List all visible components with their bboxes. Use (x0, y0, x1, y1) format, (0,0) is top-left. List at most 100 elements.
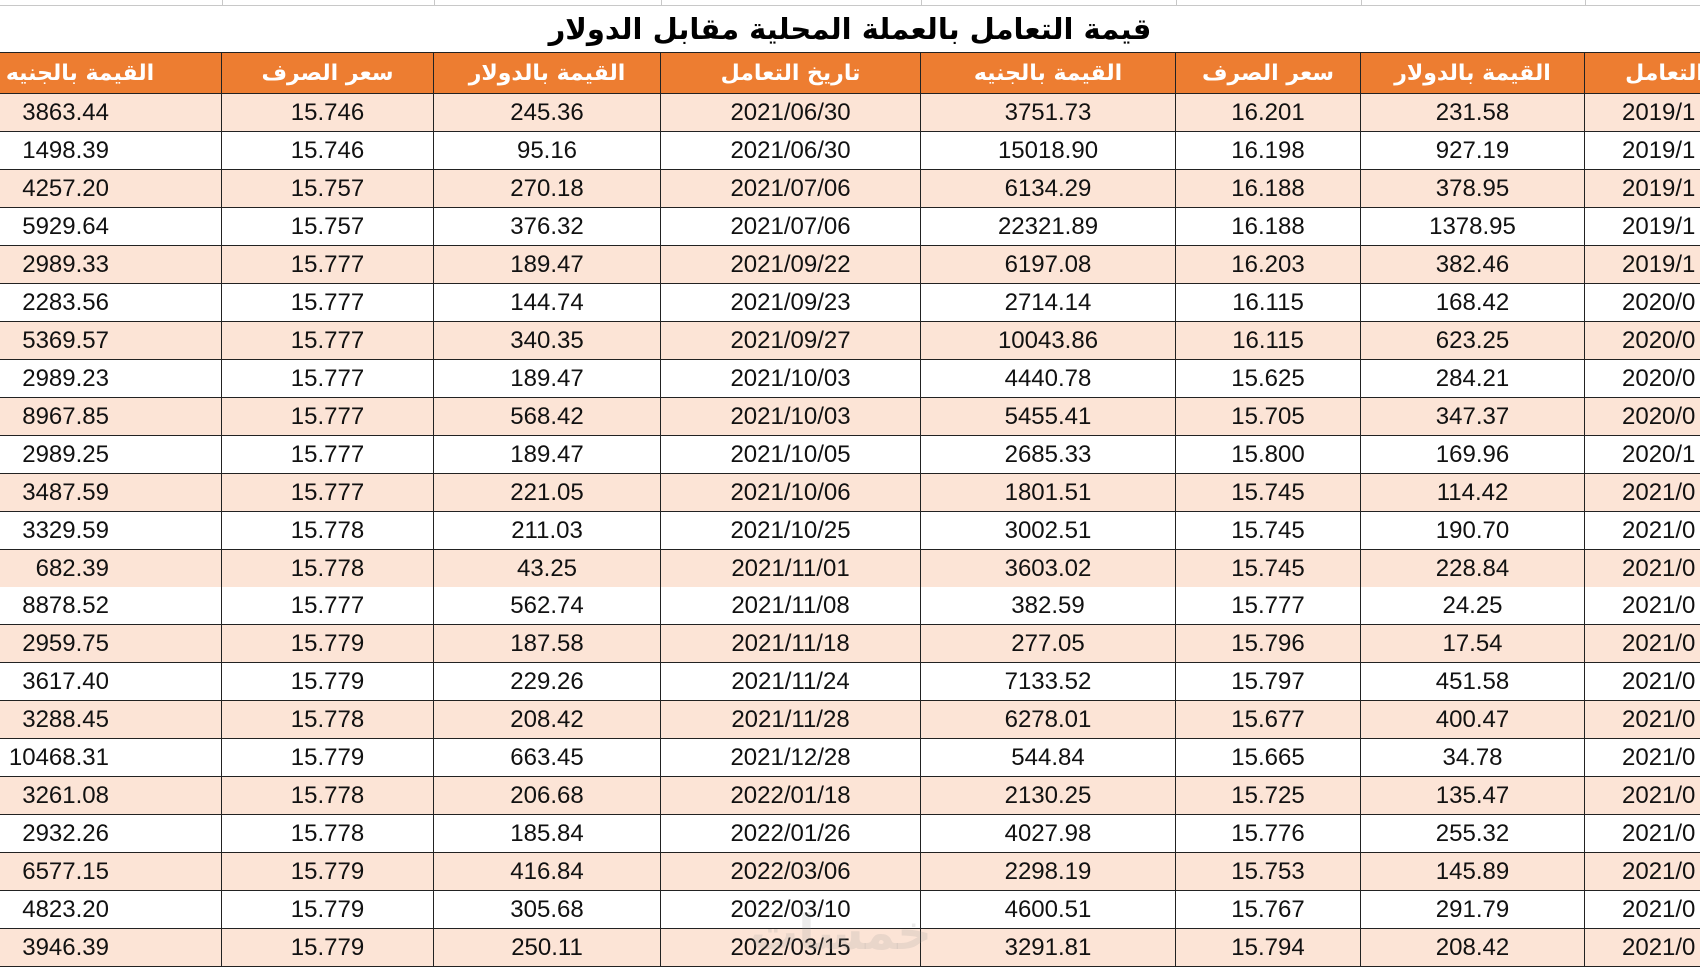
cell-transaction-date[interactable]: 2021/0 (1585, 549, 1700, 588)
cell-exchange-rate[interactable]: 16.188 (1176, 169, 1361, 208)
cell-egp-value[interactable]: 2283.56 (0, 283, 222, 322)
cell-exchange-rate[interactable]: 16.203 (1176, 245, 1361, 284)
cell-usd-value[interactable]: 229.26 (434, 663, 661, 702)
cell-transaction-date[interactable]: 2022/03/10 (661, 891, 921, 930)
cell-transaction-date[interactable]: 2021/0 (1585, 587, 1700, 626)
cell-usd-value[interactable]: 1378.95 (1361, 207, 1585, 246)
cell-transaction-date[interactable]: 2020/0 (1585, 321, 1700, 360)
cell-usd-value[interactable]: 250.11 (434, 929, 661, 968)
cell-usd-value[interactable]: 189.47 (434, 435, 661, 474)
cell-usd-value[interactable]: 187.58 (434, 625, 661, 664)
cell-exchange-rate[interactable]: 16.201 (1176, 94, 1361, 132)
cell-egp-value[interactable]: 1801.51 (921, 473, 1176, 512)
cell-usd-value[interactable]: 347.37 (1361, 397, 1585, 436)
cell-usd-value[interactable]: 568.42 (434, 397, 661, 436)
cell-transaction-date[interactable]: 2021/0 (1585, 891, 1700, 930)
cell-egp-value[interactable]: 2989.33 (0, 245, 222, 284)
cell-exchange-rate[interactable]: 15.745 (1176, 511, 1361, 550)
cell-egp-value[interactable]: 10468.31 (0, 739, 222, 778)
cell-transaction-date[interactable]: 2022/03/15 (661, 929, 921, 968)
cell-usd-value[interactable]: 208.42 (434, 701, 661, 740)
cell-transaction-date[interactable]: 2019/1 (1585, 131, 1700, 170)
cell-usd-value[interactable]: 376.32 (434, 207, 661, 246)
cell-transaction-date[interactable]: 2021/0 (1585, 853, 1700, 892)
cell-egp-value[interactable]: 2298.19 (921, 853, 1176, 892)
cell-exchange-rate[interactable]: 15.777 (222, 245, 434, 284)
cell-transaction-date[interactable]: 2021/0 (1585, 625, 1700, 664)
cell-transaction-date[interactable]: 2021/0 (1585, 739, 1700, 778)
cell-exchange-rate[interactable]: 15.777 (222, 283, 434, 322)
cell-usd-value[interactable]: 562.74 (434, 587, 661, 626)
cell-exchange-rate[interactable]: 15.777 (222, 397, 434, 436)
cell-exchange-rate[interactable]: 15.705 (1176, 397, 1361, 436)
cell-transaction-date[interactable]: 2021/07/06 (661, 207, 921, 246)
cell-exchange-rate[interactable]: 15.777 (222, 473, 434, 512)
cell-exchange-rate[interactable]: 15.800 (1176, 435, 1361, 474)
cell-egp-value[interactable]: 3863.44 (0, 94, 222, 132)
column-header-egp-value[interactable]: القيمة بالجنيه (0, 52, 222, 94)
cell-exchange-rate[interactable]: 15.777 (222, 359, 434, 398)
cell-egp-value[interactable]: 3288.45 (0, 701, 222, 740)
cell-transaction-date[interactable]: 2021/09/23 (661, 283, 921, 322)
cell-usd-value[interactable]: 221.05 (434, 473, 661, 512)
cell-usd-value[interactable]: 270.18 (434, 169, 661, 208)
cell-egp-value[interactable]: 3751.73 (921, 94, 1176, 132)
cell-usd-value[interactable]: 114.42 (1361, 473, 1585, 512)
cell-exchange-rate[interactable]: 15.665 (1176, 739, 1361, 778)
cell-usd-value[interactable]: 145.89 (1361, 853, 1585, 892)
cell-transaction-date[interactable]: 2021/06/30 (661, 131, 921, 170)
cell-exchange-rate[interactable]: 15.776 (1176, 815, 1361, 854)
cell-exchange-rate[interactable]: 16.198 (1176, 131, 1361, 170)
cell-egp-value[interactable]: 4257.20 (0, 169, 222, 208)
cell-egp-value[interactable]: 382.59 (921, 587, 1176, 626)
cell-transaction-date[interactable]: 2022/01/18 (661, 777, 921, 816)
cell-egp-value[interactable]: 3329.59 (0, 511, 222, 550)
cell-transaction-date[interactable]: 2021/0 (1585, 929, 1700, 968)
cell-usd-value[interactable]: 378.95 (1361, 169, 1585, 208)
cell-exchange-rate[interactable]: 15.777 (222, 435, 434, 474)
cell-transaction-date[interactable]: 2021/10/25 (661, 511, 921, 550)
cell-exchange-rate[interactable]: 16.188 (1176, 207, 1361, 246)
cell-transaction-date[interactable]: 2021/10/06 (661, 473, 921, 512)
cell-transaction-date[interactable]: 2021/0 (1585, 663, 1700, 702)
cell-egp-value[interactable]: 3946.39 (0, 929, 222, 968)
cell-usd-value[interactable]: 382.46 (1361, 245, 1585, 284)
cell-usd-value[interactable]: 291.79 (1361, 891, 1585, 930)
column-header-exchange-rate[interactable]: سعر الصرف (1176, 52, 1361, 94)
cell-usd-value[interactable]: 190.70 (1361, 511, 1585, 550)
cell-egp-value[interactable]: 544.84 (921, 739, 1176, 778)
cell-usd-value[interactable]: 189.47 (434, 245, 661, 284)
cell-exchange-rate[interactable]: 15.779 (222, 625, 434, 664)
column-header-transaction-date[interactable]: تاريخ التعامل (661, 52, 921, 94)
cell-transaction-date[interactable]: 2020/0 (1585, 359, 1700, 398)
cell-egp-value[interactable]: 4027.98 (921, 815, 1176, 854)
cell-transaction-date[interactable]: 2020/0 (1585, 283, 1700, 322)
cell-exchange-rate[interactable]: 15.753 (1176, 853, 1361, 892)
cell-egp-value[interactable]: 3261.08 (0, 777, 222, 816)
cell-egp-value[interactable]: 6197.08 (921, 245, 1176, 284)
cell-usd-value[interactable]: 43.25 (434, 549, 661, 588)
cell-exchange-rate[interactable]: 15.757 (222, 207, 434, 246)
cell-egp-value[interactable]: 6577.15 (0, 853, 222, 892)
cell-exchange-rate[interactable]: 15.725 (1176, 777, 1361, 816)
cell-transaction-date[interactable]: 2019/1 (1585, 94, 1700, 132)
cell-transaction-date[interactable]: 2021/10/03 (661, 359, 921, 398)
cell-usd-value[interactable]: 168.42 (1361, 283, 1585, 322)
cell-egp-value[interactable]: 2989.25 (0, 435, 222, 474)
cell-usd-value[interactable]: 663.45 (434, 739, 661, 778)
cell-egp-value[interactable]: 4600.51 (921, 891, 1176, 930)
cell-usd-value[interactable]: 245.36 (434, 94, 661, 132)
cell-usd-value[interactable]: 95.16 (434, 131, 661, 170)
cell-usd-value[interactable]: 284.21 (1361, 359, 1585, 398)
column-header-usd-value[interactable]: القيمة بالدولار (1361, 52, 1585, 94)
cell-usd-value[interactable]: 255.32 (1361, 815, 1585, 854)
cell-usd-value[interactable]: 211.03 (434, 511, 661, 550)
cell-usd-value[interactable]: 185.84 (434, 815, 661, 854)
cell-exchange-rate[interactable]: 15.777 (1176, 587, 1361, 626)
cell-transaction-date[interactable]: 2020/1 (1585, 435, 1700, 474)
cell-exchange-rate[interactable]: 16.115 (1176, 283, 1361, 322)
cell-egp-value[interactable]: 2714.14 (921, 283, 1176, 322)
cell-usd-value[interactable]: 623.25 (1361, 321, 1585, 360)
cell-exchange-rate[interactable]: 15.779 (222, 663, 434, 702)
cell-exchange-rate[interactable]: 15.746 (222, 131, 434, 170)
